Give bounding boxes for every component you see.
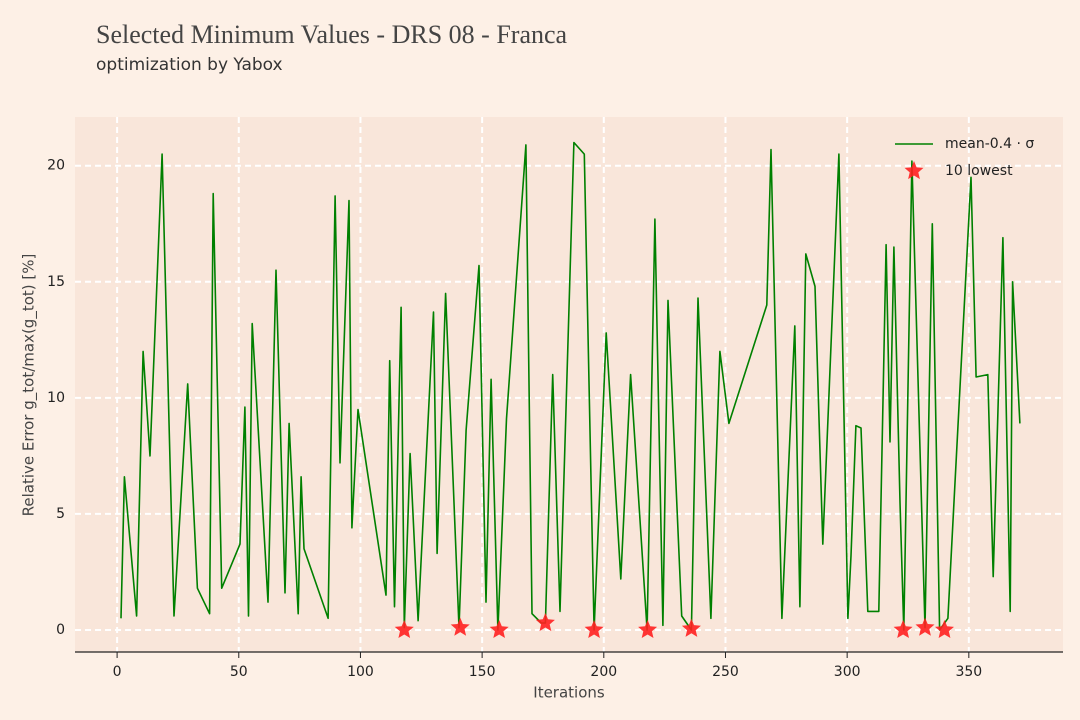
y-tick-label: 10 <box>47 390 65 406</box>
star-marker <box>584 620 604 638</box>
legend-label: mean-0.4 · σ <box>945 136 1034 152</box>
star-marker <box>535 613 555 632</box>
star-marker <box>893 620 913 638</box>
star-marker <box>394 620 414 638</box>
y-tick-label: 0 <box>56 622 65 638</box>
x-tick-label: 200 <box>590 664 617 680</box>
chart-subtitle: optimization by Yabox <box>96 55 283 75</box>
x-tick-label: 100 <box>347 664 374 680</box>
star-marker <box>489 620 509 638</box>
x-tick-label: 350 <box>955 664 982 680</box>
star-marker <box>638 620 658 638</box>
x-tick-label: 250 <box>712 664 739 680</box>
star-marker <box>450 617 470 636</box>
star-marker <box>915 617 935 636</box>
plot-area <box>75 117 1063 652</box>
star-marker <box>935 620 954 638</box>
x-tick-label: 300 <box>834 664 861 680</box>
y-tick-label: 5 <box>56 506 65 522</box>
series-line <box>120 141 1021 631</box>
y-axis-label: Relative Error g_tot/max(g_tot) [%] <box>20 254 39 517</box>
legend-marker <box>904 161 924 180</box>
x-tick-label: 50 <box>230 664 248 680</box>
x-axis-label: Iterations <box>533 684 605 702</box>
chart-title: Selected Minimum Values - DRS 08 - Franc… <box>96 20 568 49</box>
y-tick-label: 15 <box>47 274 65 290</box>
x-tick-label: 0 <box>113 664 122 680</box>
x-tick-label: 150 <box>469 664 496 680</box>
star-marker <box>681 618 701 637</box>
legend-label: 10 lowest <box>945 163 1013 179</box>
y-tick-label: 20 <box>47 158 65 174</box>
